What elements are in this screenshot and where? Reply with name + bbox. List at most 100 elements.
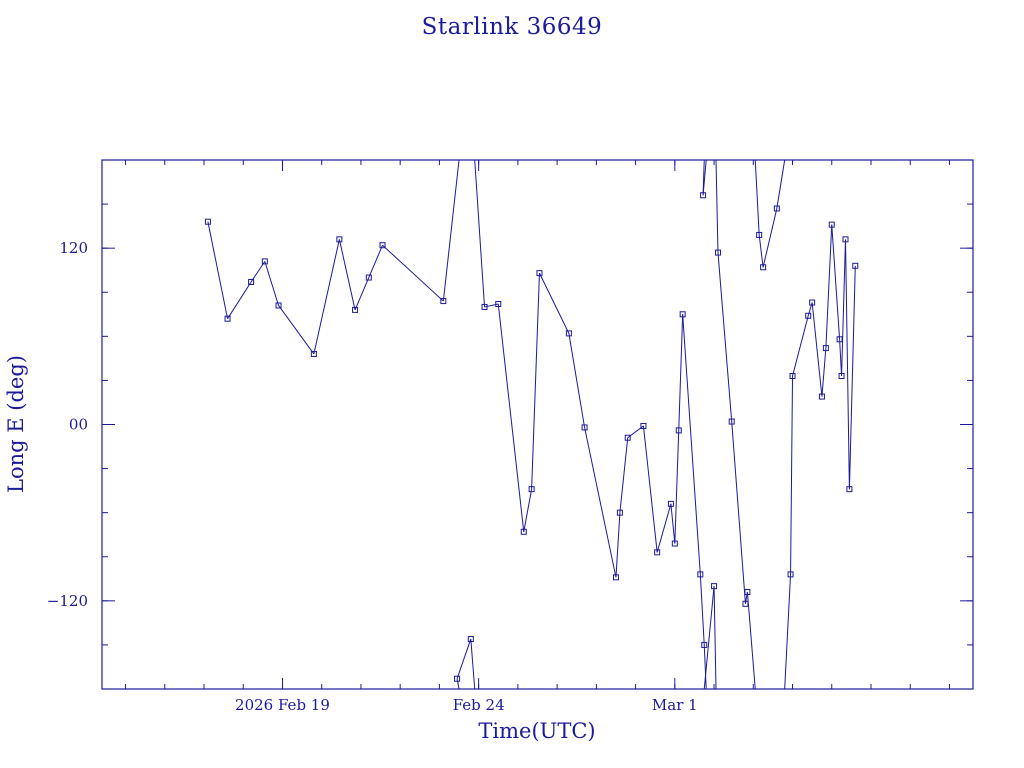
y-tick-label: 00 <box>69 416 88 434</box>
data-point <box>701 641 708 648</box>
data-point <box>352 306 359 313</box>
series-segment <box>474 159 486 307</box>
y-tick-label: 120 <box>59 239 88 257</box>
series-segment <box>619 437 629 513</box>
data-point <box>671 540 678 547</box>
series-segment <box>703 644 707 690</box>
series-segment <box>497 303 525 532</box>
series-segment <box>699 574 705 645</box>
data-point <box>365 274 372 281</box>
series-segment <box>674 430 680 544</box>
data-point <box>728 418 735 425</box>
series-segment <box>456 638 472 679</box>
x-axis-label: Time(UTC) <box>478 719 596 743</box>
series-segment <box>656 503 672 553</box>
data-point <box>838 373 845 380</box>
series-segment <box>790 376 794 575</box>
data-point <box>711 583 718 590</box>
series-segment <box>264 261 280 306</box>
y-axis-label: Long E (deg) <box>4 355 28 493</box>
data-point <box>679 311 686 318</box>
series-segment <box>539 272 570 334</box>
minor-ticks <box>102 160 973 689</box>
series-segment <box>338 239 356 310</box>
data-point <box>336 236 343 243</box>
series-segment <box>844 239 850 490</box>
y-axis-ticks: −120 00 120 <box>47 239 973 610</box>
x-tick-label: Mar 1 <box>652 696 698 714</box>
data-point <box>224 315 231 322</box>
series-segment <box>313 239 340 355</box>
series-segment <box>831 224 841 340</box>
data-point <box>852 262 859 269</box>
series-group <box>204 159 859 690</box>
series-segment <box>278 305 315 355</box>
series-segment <box>584 427 617 578</box>
data-point <box>846 486 853 493</box>
data-point <box>612 574 619 581</box>
data-point <box>700 192 707 199</box>
series-segment <box>811 302 823 397</box>
data-point <box>616 509 623 516</box>
series-segment <box>821 348 827 397</box>
data-point <box>756 231 763 238</box>
data-point <box>760 264 767 271</box>
data-point <box>581 424 588 431</box>
series-segment <box>754 159 760 235</box>
series-segment <box>848 265 856 490</box>
series-segment <box>841 239 846 377</box>
series-segment <box>456 678 460 690</box>
data-point <box>787 571 794 578</box>
series-segment <box>531 273 540 490</box>
plot-frame <box>101 159 974 690</box>
series-segment <box>758 234 764 268</box>
series-segment <box>523 489 533 532</box>
data-point <box>565 330 572 337</box>
series-segment <box>702 159 705 196</box>
series-segment <box>807 302 813 316</box>
series-segment <box>678 314 684 431</box>
data-point <box>204 218 211 225</box>
data-point <box>261 258 268 265</box>
data-point <box>789 373 796 380</box>
series-segment <box>615 512 621 578</box>
series-segment <box>703 586 715 690</box>
series-segment <box>784 574 792 690</box>
series-segment <box>762 208 778 268</box>
data-point <box>310 350 317 357</box>
y-tick-label: −120 <box>47 592 88 610</box>
data-point <box>697 571 704 578</box>
series-segment <box>207 221 229 319</box>
x-tick-label: 2026 Feb 19 <box>235 696 330 714</box>
series-segment <box>825 224 833 349</box>
data-point <box>640 422 647 429</box>
series-segment <box>792 315 809 377</box>
data-point <box>379 242 386 249</box>
series-segment <box>354 277 370 311</box>
data-point <box>773 205 780 212</box>
data-point <box>440 298 447 305</box>
data-point <box>454 675 461 682</box>
data-point <box>822 345 829 352</box>
x-tick-label: Feb 24 <box>453 696 505 714</box>
series-segment <box>670 503 676 544</box>
series-segment <box>368 245 383 278</box>
data-point <box>275 302 282 309</box>
series-segment <box>717 252 733 422</box>
series-segment <box>776 159 786 209</box>
data-point <box>744 589 751 596</box>
data-point <box>467 636 474 643</box>
data-point <box>828 221 835 228</box>
data-point <box>481 303 488 310</box>
series-segment <box>715 159 719 253</box>
series-segment <box>839 339 843 377</box>
data-point <box>809 299 816 306</box>
data-point <box>654 549 661 556</box>
data-point <box>742 600 749 607</box>
series-segment <box>568 333 586 428</box>
series-segment <box>642 425 658 553</box>
data-point <box>675 427 682 434</box>
data-point <box>536 270 543 277</box>
series-segment <box>731 421 746 604</box>
